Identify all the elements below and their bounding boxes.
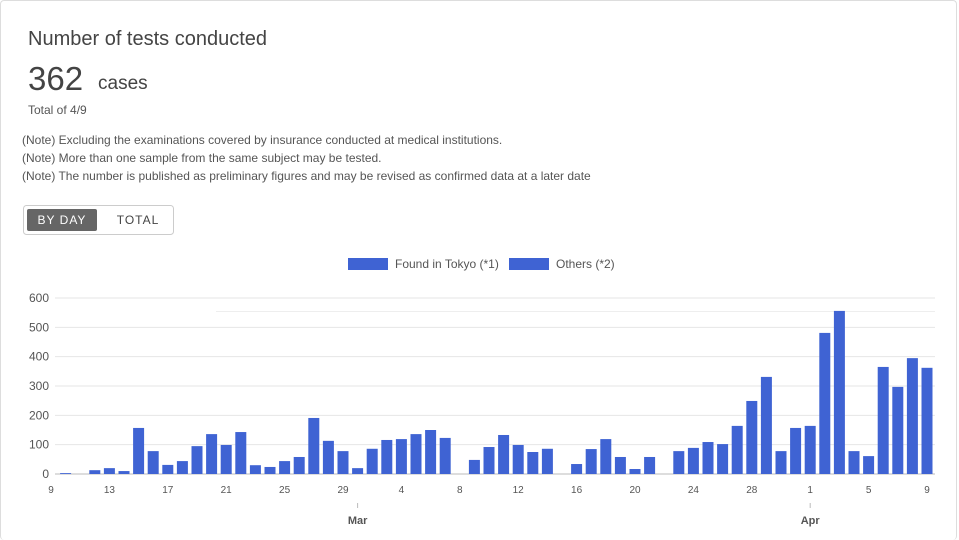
bar (191, 446, 203, 474)
y-tick-label: 500 (29, 320, 49, 334)
bar (848, 451, 860, 474)
bar (760, 376, 772, 474)
legend-label: Found in Tokyo (*1) (395, 257, 499, 271)
x-tick-label: 5 (866, 485, 872, 496)
bar (89, 470, 101, 474)
y-tick-label: 300 (29, 379, 49, 393)
bar (731, 425, 743, 474)
bar (395, 439, 407, 474)
bar (103, 468, 115, 474)
note: (Note) More than one sample from the sam… (22, 151, 382, 165)
bar (322, 440, 334, 474)
bar (176, 461, 188, 474)
y-tick-label: 100 (29, 438, 49, 452)
button-label[interactable]: TOTAL (117, 213, 160, 227)
bar (381, 439, 393, 474)
bar (702, 442, 714, 474)
x-tick-label: 28 (746, 485, 758, 496)
bar (746, 400, 758, 474)
legend-swatch (509, 258, 549, 270)
bar (819, 332, 831, 474)
bar (147, 451, 159, 474)
bar (235, 432, 247, 474)
bar (600, 439, 612, 474)
y-tick-label: 600 (29, 291, 49, 305)
title: Number of tests conducted (28, 28, 267, 50)
bar (629, 469, 641, 474)
bar (571, 464, 583, 474)
bar (585, 449, 597, 474)
x-tick-label: 29 (337, 485, 349, 496)
bar (410, 434, 422, 474)
x-tick-label: 16 (571, 485, 583, 496)
y-tick-label: 400 (29, 350, 49, 364)
legend-label: Others (*2) (556, 257, 615, 271)
x-tick-label: 21 (221, 485, 233, 496)
x-tick-label: 17 (162, 485, 174, 496)
x-tick-label: 9 (48, 485, 54, 496)
bar (308, 417, 320, 474)
button-active[interactable] (27, 209, 97, 231)
note: (Note) Excluding the examinations covere… (22, 133, 502, 147)
bar (512, 444, 524, 474)
bar (790, 427, 802, 474)
bar (541, 448, 553, 474)
bar (614, 456, 626, 474)
bar (337, 451, 349, 474)
bar (206, 434, 218, 474)
x-tick-label: 9 (924, 485, 930, 496)
x-tick-label: 4 (399, 485, 405, 496)
bar (804, 425, 816, 474)
bar (118, 471, 130, 474)
bar (293, 456, 305, 474)
bar (833, 310, 845, 474)
month-label: Mar (348, 515, 368, 527)
bar (717, 444, 729, 474)
bar (775, 451, 787, 474)
bar (162, 464, 174, 474)
x-tick-label: 24 (688, 485, 700, 496)
x-tick-label: 25 (279, 485, 291, 496)
bar (439, 437, 451, 474)
bar (863, 456, 875, 474)
legend-swatch (348, 258, 388, 270)
bar (673, 451, 685, 474)
bar (264, 466, 276, 474)
bar (644, 456, 656, 474)
x-tick-label: 13 (104, 485, 116, 496)
bar (483, 447, 495, 474)
bar (498, 434, 510, 474)
bar (687, 447, 699, 474)
bar (60, 473, 72, 474)
button-label[interactable]: BY DAY (38, 213, 87, 227)
bar (921, 367, 933, 474)
bar (892, 386, 904, 474)
bar (425, 430, 437, 474)
x-tick-label: 12 (513, 485, 525, 496)
note: (Note) The number is published as prelim… (22, 169, 591, 183)
bar (249, 465, 261, 474)
unit: cases (98, 73, 148, 94)
x-tick-label: 1 (807, 485, 813, 496)
bar (527, 452, 539, 474)
x-tick-label: 8 (457, 485, 463, 496)
bar (133, 427, 145, 474)
date: Total of 4/9 (28, 103, 87, 117)
bar (352, 468, 364, 474)
bar (279, 461, 291, 474)
y-tick-label: 200 (29, 408, 49, 422)
x-tick-label: 20 (629, 485, 641, 496)
bar (468, 459, 480, 474)
bar (220, 444, 232, 474)
bar (906, 358, 918, 474)
y-tick-label: 0 (42, 467, 49, 481)
big-value: 362 (28, 60, 83, 97)
bar (877, 366, 889, 474)
bar (366, 448, 378, 474)
month-label: Apr (801, 515, 821, 527)
